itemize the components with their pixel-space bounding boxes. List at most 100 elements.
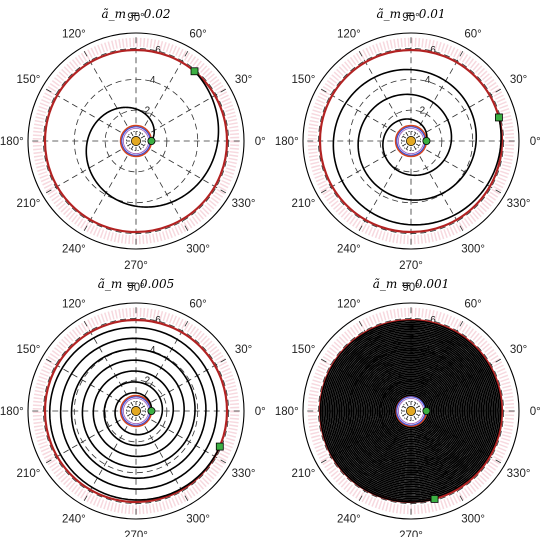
polar-frame xyxy=(27,302,245,520)
angular-gridline xyxy=(317,86,396,133)
orbit-circle xyxy=(318,48,504,234)
end-marker xyxy=(430,495,439,503)
sun-ray xyxy=(130,132,134,137)
radial-tick-label: 4 xyxy=(425,75,431,86)
sun-ray xyxy=(413,402,417,407)
end-marker xyxy=(495,113,503,122)
sun-ray xyxy=(140,413,145,417)
trajectory-line xyxy=(85,70,220,208)
angle-tick-label: 60° xyxy=(464,298,481,310)
radial-tick-label: 4 xyxy=(150,75,156,86)
angle-tick-label: 120° xyxy=(337,298,361,310)
sun-ray xyxy=(138,132,142,137)
chart-title: ã_m = 0.02 xyxy=(102,7,171,21)
sun-ray xyxy=(138,415,142,420)
sun-ray xyxy=(402,143,407,147)
angular-gridline xyxy=(81,156,128,235)
angle-tick-label: 30° xyxy=(235,74,252,86)
angle-tick-label: 210° xyxy=(17,468,41,480)
radial-tick-label: 6 xyxy=(155,45,161,56)
radial-tick-label: 4 xyxy=(150,345,156,356)
angle-tick-label: 300° xyxy=(186,244,210,256)
sun-icon xyxy=(406,136,416,146)
polar-chart-4: ã_m = 0.001 0° 30° 60° 90° 120° 150° 180° 210° 24… xyxy=(275,277,541,537)
angle-tick-label: 270° xyxy=(399,260,423,272)
sun-ray xyxy=(402,405,407,409)
angle-tick-label: 330° xyxy=(507,468,531,480)
angle-tick-label: 30° xyxy=(510,74,527,86)
orbit-circle xyxy=(43,318,229,504)
sun-ray xyxy=(415,135,420,139)
chart-title: ã_m = 0.001 xyxy=(373,277,450,291)
angle-tick-label: 0° xyxy=(255,136,266,148)
sun-ray xyxy=(402,135,407,139)
chart-title: ã_m = 0.01 xyxy=(377,7,446,21)
sun-ray xyxy=(127,405,132,409)
angular-gridline xyxy=(426,86,505,133)
angle-tick-label: 240° xyxy=(62,514,86,526)
angle-tick-label: 270° xyxy=(399,530,423,537)
angle-tick-label: 180° xyxy=(275,136,299,148)
angular-gridline xyxy=(419,47,466,126)
angular-gridline xyxy=(144,426,191,505)
angular-gridline xyxy=(42,149,121,196)
angular-gridline xyxy=(81,426,128,505)
sun-ray xyxy=(413,145,417,150)
angle-tick-label: 150° xyxy=(17,344,41,356)
angular-gridline xyxy=(317,149,396,196)
orbit-circle xyxy=(43,48,229,234)
angle-tick-label: 330° xyxy=(507,198,531,210)
sun-ray xyxy=(405,402,409,407)
sun-ray xyxy=(415,143,420,147)
angle-tick-label: 210° xyxy=(17,198,41,210)
polar-frame xyxy=(27,32,245,250)
angle-tick-label: 120° xyxy=(62,298,86,310)
angular-gridline xyxy=(144,317,191,396)
angular-gridline xyxy=(419,156,466,235)
angle-tick-label: 0° xyxy=(255,406,266,418)
angle-tick-label: 240° xyxy=(337,514,361,526)
angular-gridline xyxy=(42,86,121,133)
angle-tick-label: 60° xyxy=(189,28,206,40)
trajectory-line xyxy=(332,68,502,226)
angular-gridline xyxy=(356,47,403,126)
angle-tick-label: 270° xyxy=(124,530,148,537)
sun-ray xyxy=(402,413,407,417)
sun-ray xyxy=(140,135,145,139)
radial-tick-label: 6 xyxy=(155,315,161,326)
start-marker xyxy=(422,406,431,415)
end-marker xyxy=(190,67,199,76)
angle-tick-label: 300° xyxy=(186,514,210,526)
angular-gridline xyxy=(151,86,230,133)
angular-gridline xyxy=(81,47,128,126)
sun-ray xyxy=(415,413,420,417)
angle-tick-label: 240° xyxy=(62,244,86,256)
trajectory-line xyxy=(319,320,502,503)
angle-tick-label: 300° xyxy=(461,514,485,526)
angle-tick-label: 210° xyxy=(292,198,316,210)
sun-ray xyxy=(138,145,142,150)
radial-tick-label: 6 xyxy=(430,315,436,326)
sun-ray xyxy=(413,132,417,137)
angle-tick-label: 150° xyxy=(17,74,41,86)
sun-ray xyxy=(140,405,145,409)
angular-gridline xyxy=(151,149,230,196)
polar-chart-3: ã_m = 0.0050°30°60°90°120°150°180°210°24… xyxy=(0,277,266,537)
polar-frame xyxy=(302,302,520,520)
sun-ray xyxy=(413,415,417,420)
sun-icon xyxy=(406,406,416,416)
angular-gridline xyxy=(151,356,230,403)
angle-tick-label: 30° xyxy=(510,344,527,356)
sun-ray xyxy=(127,135,132,139)
radial-tick-label: 2 xyxy=(420,106,426,117)
start-marker xyxy=(147,406,156,415)
sun-ray xyxy=(415,405,420,409)
start-marker xyxy=(422,136,431,145)
angle-tick-label: 90° xyxy=(402,12,419,24)
radial-tick-label: 6 xyxy=(430,45,436,56)
sun-ray xyxy=(405,132,409,137)
angle-tick-label: 330° xyxy=(232,468,256,480)
angular-gridline xyxy=(151,419,230,466)
sun-ray xyxy=(127,143,132,147)
